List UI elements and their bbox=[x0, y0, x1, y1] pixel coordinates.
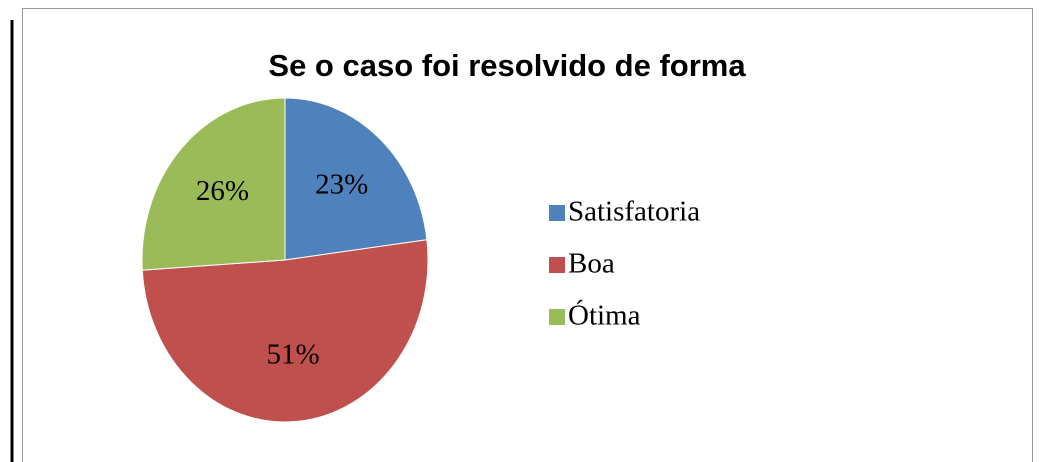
chart-frame bbox=[22, 8, 1033, 462]
legend-swatch bbox=[549, 205, 565, 221]
legend-label: Ótima bbox=[568, 299, 641, 332]
pie-slice bbox=[141, 239, 429, 423]
pie-slice bbox=[284, 97, 428, 261]
data-label: 26% bbox=[196, 175, 249, 207]
legend-label: Satisfatoria bbox=[568, 196, 700, 228]
legend-swatch bbox=[549, 309, 565, 325]
legend-label: Boa bbox=[568, 248, 615, 280]
data-label: 23% bbox=[315, 169, 368, 201]
pie-slice bbox=[141, 97, 286, 271]
data-label: 51% bbox=[266, 338, 319, 370]
legend-swatch bbox=[549, 257, 565, 273]
chart-title: Se o caso foi resolvido de forma bbox=[268, 48, 746, 83]
